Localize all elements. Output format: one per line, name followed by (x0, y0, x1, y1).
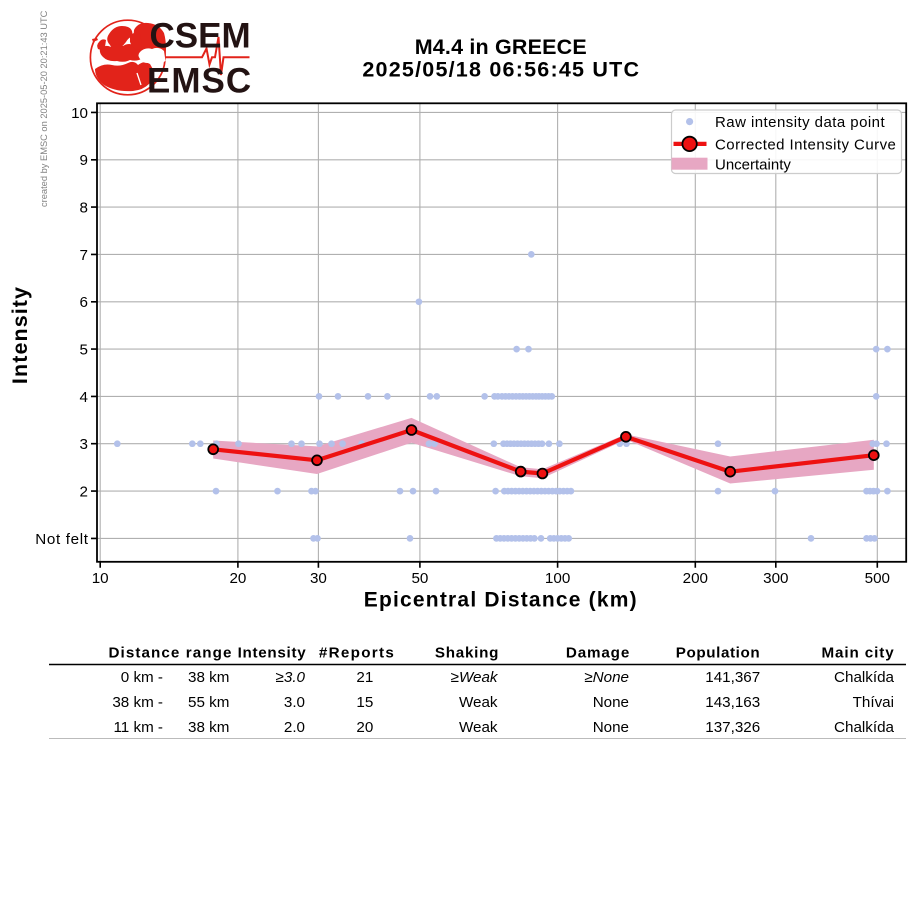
svg-text:Thívai: Thívai (853, 694, 894, 711)
svg-text:20: 20 (356, 719, 373, 736)
svg-text:3.0: 3.0 (284, 694, 305, 711)
svg-text:21: 21 (356, 669, 373, 686)
svg-text:11 km -: 11 km - (113, 719, 163, 736)
svg-text:Shaking: Shaking (435, 644, 499, 661)
svg-text:7: 7 (80, 247, 88, 264)
svg-text:Distance range: Distance range (108, 644, 232, 661)
svg-text:55 km: 55 km (188, 694, 229, 711)
svg-text:8: 8 (80, 200, 88, 217)
svg-text:141,367: 141,367 (705, 669, 760, 686)
svg-text:Weak: Weak (459, 719, 498, 736)
svg-text:10: 10 (92, 570, 109, 587)
svg-text:Damage: Damage (566, 644, 630, 661)
svg-text:100: 100 (545, 570, 570, 587)
svg-text:Chalkída: Chalkída (834, 719, 894, 736)
svg-text:6: 6 (80, 294, 88, 311)
svg-text:0 km -: 0 km - (121, 669, 163, 686)
svg-text:Not felt: Not felt (35, 531, 89, 548)
svg-text:M4.4 in GREECE: M4.4 in GREECE (415, 35, 587, 59)
svg-text:Population: Population (676, 644, 761, 661)
svg-text:300: 300 (763, 570, 788, 587)
svg-text:Uncertainty: Uncertainty (715, 156, 791, 173)
svg-text:137,326: 137,326 (705, 719, 760, 736)
svg-text:10: 10 (71, 105, 88, 122)
svg-text:Chalkída: Chalkída (834, 669, 894, 686)
svg-text:2.0: 2.0 (284, 719, 305, 736)
svg-text:Raw intensity data point: Raw intensity data point (715, 114, 885, 131)
svg-text:38 km -: 38 km - (112, 694, 163, 711)
svg-text:None: None (593, 694, 629, 711)
svg-text:200: 200 (683, 570, 708, 587)
svg-text:38 km: 38 km (188, 669, 229, 686)
svg-text:5: 5 (80, 342, 88, 359)
svg-text:143,163: 143,163 (705, 694, 760, 711)
svg-text:EMSC: EMSC (147, 61, 252, 100)
svg-text:4: 4 (80, 389, 88, 406)
svg-text:30: 30 (310, 570, 327, 587)
svg-text:Intensity: Intensity (238, 644, 307, 661)
svg-text:2: 2 (80, 484, 88, 501)
svg-text:500: 500 (865, 570, 890, 587)
svg-text:≥Weak: ≥Weak (451, 669, 499, 686)
svg-text:Intensity: Intensity (8, 286, 32, 384)
svg-text:#Reports: #Reports (319, 644, 395, 661)
svg-text:≥3.0: ≥3.0 (276, 669, 306, 686)
svg-text:15: 15 (356, 694, 373, 711)
svg-text:20: 20 (229, 570, 246, 587)
svg-text:CSEM: CSEM (150, 16, 251, 55)
svg-text:Weak: Weak (459, 694, 498, 711)
svg-text:50: 50 (411, 570, 428, 587)
svg-text:≥None: ≥None (584, 669, 629, 686)
svg-text:9: 9 (80, 152, 88, 169)
svg-text:2025/05/18 06:56:45 UTC: 2025/05/18 06:56:45 UTC (362, 58, 640, 82)
svg-text:3: 3 (80, 436, 88, 453)
svg-text:None: None (593, 719, 629, 736)
svg-text:Epicentral Distance (km): Epicentral Distance (km) (364, 589, 638, 612)
svg-text:38 km: 38 km (188, 719, 229, 736)
svg-text:created by EMSC on 2025-05-20: created by EMSC on 2025-05-20 20:21:43 U… (39, 10, 49, 207)
svg-text:Corrected Intensity Curve: Corrected Intensity Curve (715, 136, 896, 153)
svg-text:Main city: Main city (821, 644, 894, 661)
